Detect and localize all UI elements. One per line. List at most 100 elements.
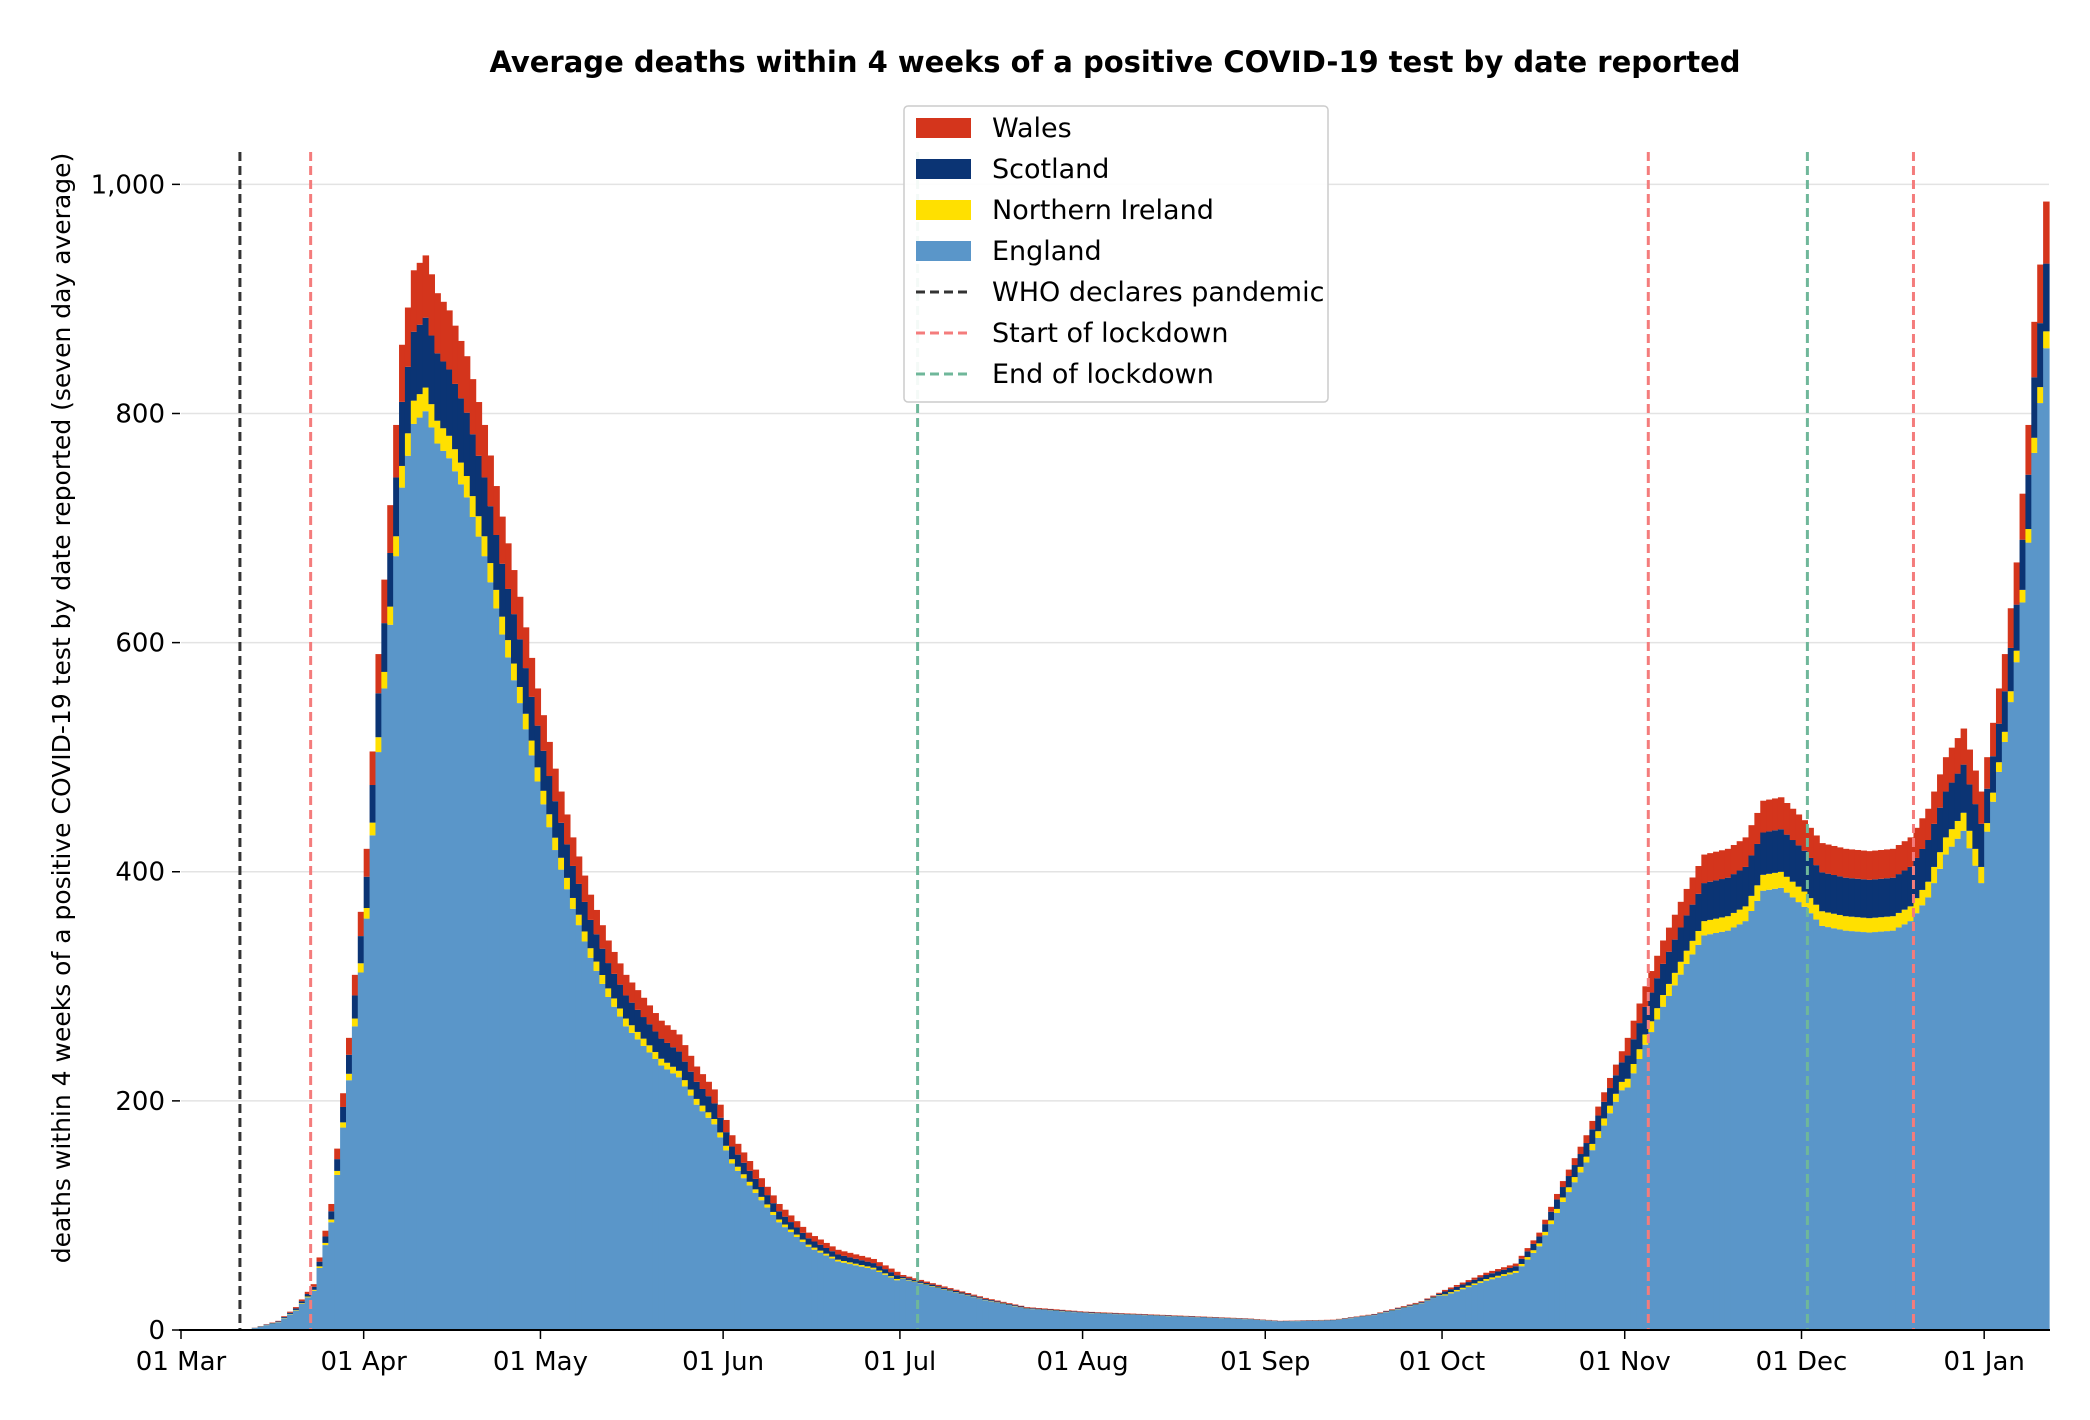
x-tick-label: 01 Aug bbox=[1037, 1347, 1129, 1377]
bar-northern-ireland bbox=[628, 1025, 636, 1033]
bar-northern-ireland bbox=[2001, 731, 2009, 742]
bar-england bbox=[870, 1269, 877, 1330]
bar-wales bbox=[888, 1268, 895, 1273]
bar-scotland bbox=[793, 1227, 801, 1235]
bar-england bbox=[1282, 1321, 1290, 1330]
bar-wales bbox=[958, 1291, 966, 1293]
bar-wales bbox=[1836, 847, 1844, 877]
bar-northern-ireland bbox=[599, 975, 606, 984]
bar-scotland bbox=[552, 801, 559, 838]
bar-scotland bbox=[929, 1284, 936, 1286]
bar-england bbox=[1660, 1006, 1667, 1330]
bar-england bbox=[1170, 1316, 1178, 1330]
bar-scotland bbox=[457, 398, 465, 463]
bar-england bbox=[505, 657, 512, 1330]
bar-wales bbox=[1913, 827, 1920, 858]
bar-wales bbox=[905, 1276, 913, 1279]
bar-scotland bbox=[1418, 1302, 1425, 1304]
bar-england bbox=[1218, 1318, 1225, 1330]
bar-england bbox=[1182, 1316, 1190, 1330]
bar-england bbox=[1005, 1305, 1013, 1330]
bar-wales bbox=[1059, 1309, 1066, 1311]
bar-wales bbox=[1465, 1280, 1473, 1283]
bar-wales bbox=[1377, 1312, 1384, 1313]
bar-northern-ireland bbox=[1777, 871, 1785, 888]
bar-northern-ireland bbox=[1825, 912, 1832, 928]
bar-england bbox=[605, 996, 612, 1330]
bar-wales bbox=[446, 310, 453, 370]
legend-label: End of lockdown bbox=[992, 359, 1214, 390]
bar-northern-ireland bbox=[911, 1281, 919, 1282]
bar-northern-ireland bbox=[334, 1170, 341, 1175]
bar-scotland bbox=[1400, 1306, 1408, 1308]
bar-england bbox=[1618, 1090, 1626, 1330]
bar-england bbox=[917, 1283, 925, 1330]
bar-england bbox=[1176, 1316, 1184, 1330]
bar-wales bbox=[552, 768, 559, 802]
bar-northern-ireland bbox=[1742, 906, 1750, 922]
bar-england bbox=[1630, 1073, 1638, 1330]
bar-england bbox=[475, 536, 483, 1330]
bar-scotland bbox=[575, 883, 583, 915]
bar-england bbox=[1919, 905, 1926, 1330]
bar-england bbox=[1559, 1201, 1567, 1330]
bar-wales bbox=[729, 1135, 736, 1147]
bar-northern-ireland bbox=[1995, 762, 2003, 772]
bar-northern-ireland bbox=[746, 1181, 754, 1186]
bar-scotland bbox=[1665, 951, 1673, 984]
bar-northern-ireland bbox=[693, 1098, 701, 1105]
stacked-bars bbox=[251, 201, 2050, 1331]
bar-scotland bbox=[1536, 1236, 1543, 1244]
bar-wales bbox=[1931, 791, 1938, 824]
bar-wales bbox=[1530, 1240, 1537, 1244]
bar-scotland bbox=[1577, 1154, 1585, 1167]
bar-england bbox=[1813, 919, 1820, 1330]
bar-england bbox=[351, 1026, 359, 1330]
bar-england bbox=[1984, 831, 1991, 1330]
bar-england bbox=[1612, 1101, 1620, 1330]
bar-england bbox=[670, 1073, 677, 1330]
bar-northern-ireland bbox=[310, 1289, 318, 1291]
bar-england bbox=[947, 1291, 954, 1330]
bar-scotland bbox=[1412, 1303, 1420, 1305]
bar-wales bbox=[664, 1025, 671, 1043]
bar-england bbox=[1400, 1307, 1408, 1330]
bar-wales bbox=[1483, 1272, 1490, 1276]
bar-england bbox=[1047, 1310, 1054, 1330]
bar-england bbox=[1106, 1313, 1113, 1330]
bar-northern-ireland bbox=[452, 449, 459, 472]
bar-scotland bbox=[1495, 1271, 1502, 1276]
bar-wales bbox=[1106, 1312, 1113, 1314]
bar-england bbox=[1377, 1313, 1384, 1330]
legend-label: England bbox=[992, 236, 1102, 267]
bar-scotland bbox=[1471, 1279, 1478, 1284]
bar-scotland bbox=[357, 936, 365, 964]
bar-wales bbox=[1017, 1305, 1025, 1307]
bar-england bbox=[587, 957, 595, 1330]
bar-northern-ireland bbox=[681, 1080, 689, 1087]
bar-scotland bbox=[363, 876, 371, 909]
legend-swatch bbox=[916, 241, 971, 261]
bar-england bbox=[858, 1266, 866, 1330]
bar-wales bbox=[1000, 1301, 1007, 1303]
bar-scotland bbox=[1559, 1187, 1567, 1198]
bar-wales bbox=[434, 293, 441, 354]
bar-scotland bbox=[1860, 879, 1867, 918]
bar-wales bbox=[475, 402, 483, 456]
bar-scotland bbox=[1607, 1088, 1614, 1106]
bar-northern-ireland bbox=[558, 857, 565, 870]
bar-england bbox=[787, 1232, 795, 1330]
bar-wales bbox=[2043, 201, 2050, 264]
bar-wales bbox=[1123, 1313, 1131, 1314]
bar-northern-ireland bbox=[734, 1166, 742, 1171]
bar-scotland bbox=[1842, 877, 1850, 917]
bar-england bbox=[1477, 1282, 1484, 1330]
bar-england bbox=[729, 1163, 736, 1330]
bar-england bbox=[581, 941, 589, 1330]
bar-wales bbox=[1400, 1306, 1408, 1307]
bar-scotland bbox=[1866, 879, 1873, 919]
bar-northern-ireland bbox=[1830, 913, 1838, 929]
bar-scotland bbox=[1978, 823, 1985, 867]
bar-scotland bbox=[1394, 1308, 1402, 1309]
bar-scotland bbox=[994, 1301, 1001, 1303]
